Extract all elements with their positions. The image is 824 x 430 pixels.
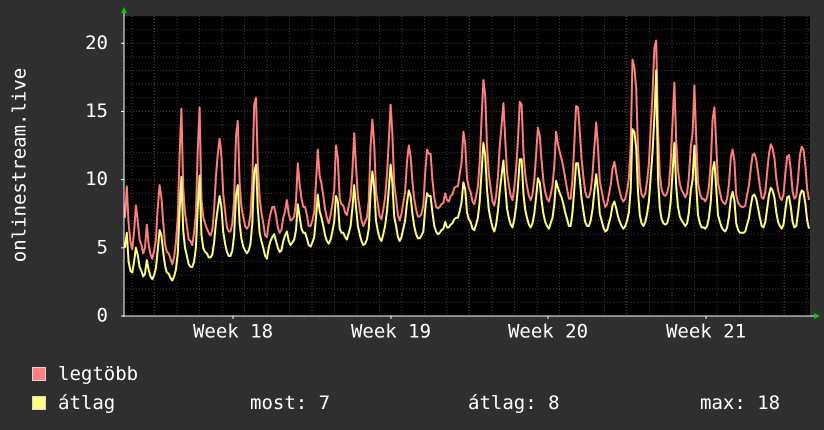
y-axis-arrow [121,7,127,13]
y-axis-label: onlinestream.live [9,68,31,262]
stat-maximum: max: 18 [700,392,781,414]
legend-item-avg: átlag [32,392,115,414]
y-tick-label: 0 [97,305,108,327]
tick-labels: 0 5 10 15 20 Week 18 Week 19 Week 20 Week 21 [85,32,746,343]
y-tick-label: 10 [85,168,108,190]
y-tick-label: 15 [85,100,108,122]
axes [121,7,820,319]
legend-swatch-max [32,367,46,381]
stat-average: átlag: 8 [468,392,560,414]
series-lines [124,39,810,282]
x-tick-label: Week 21 [666,321,746,343]
x-tick-label: Week 19 [351,321,431,343]
x-tick-label: Week 18 [193,321,273,343]
legend-item-max: legtöbb [32,363,138,385]
series-line-max [124,39,810,266]
series-line-avg [124,69,810,282]
y-tick-label: 20 [85,32,108,54]
legend-swatch-avg [32,396,46,410]
x-tick-label: Week 20 [508,321,588,343]
legend-label-avg: átlag [58,392,116,414]
stat-current: most: 7 [250,392,331,414]
y-tick-label: 5 [97,236,108,258]
x-axis-arrow [814,313,820,319]
legend-label-max: legtöbb [58,363,139,385]
